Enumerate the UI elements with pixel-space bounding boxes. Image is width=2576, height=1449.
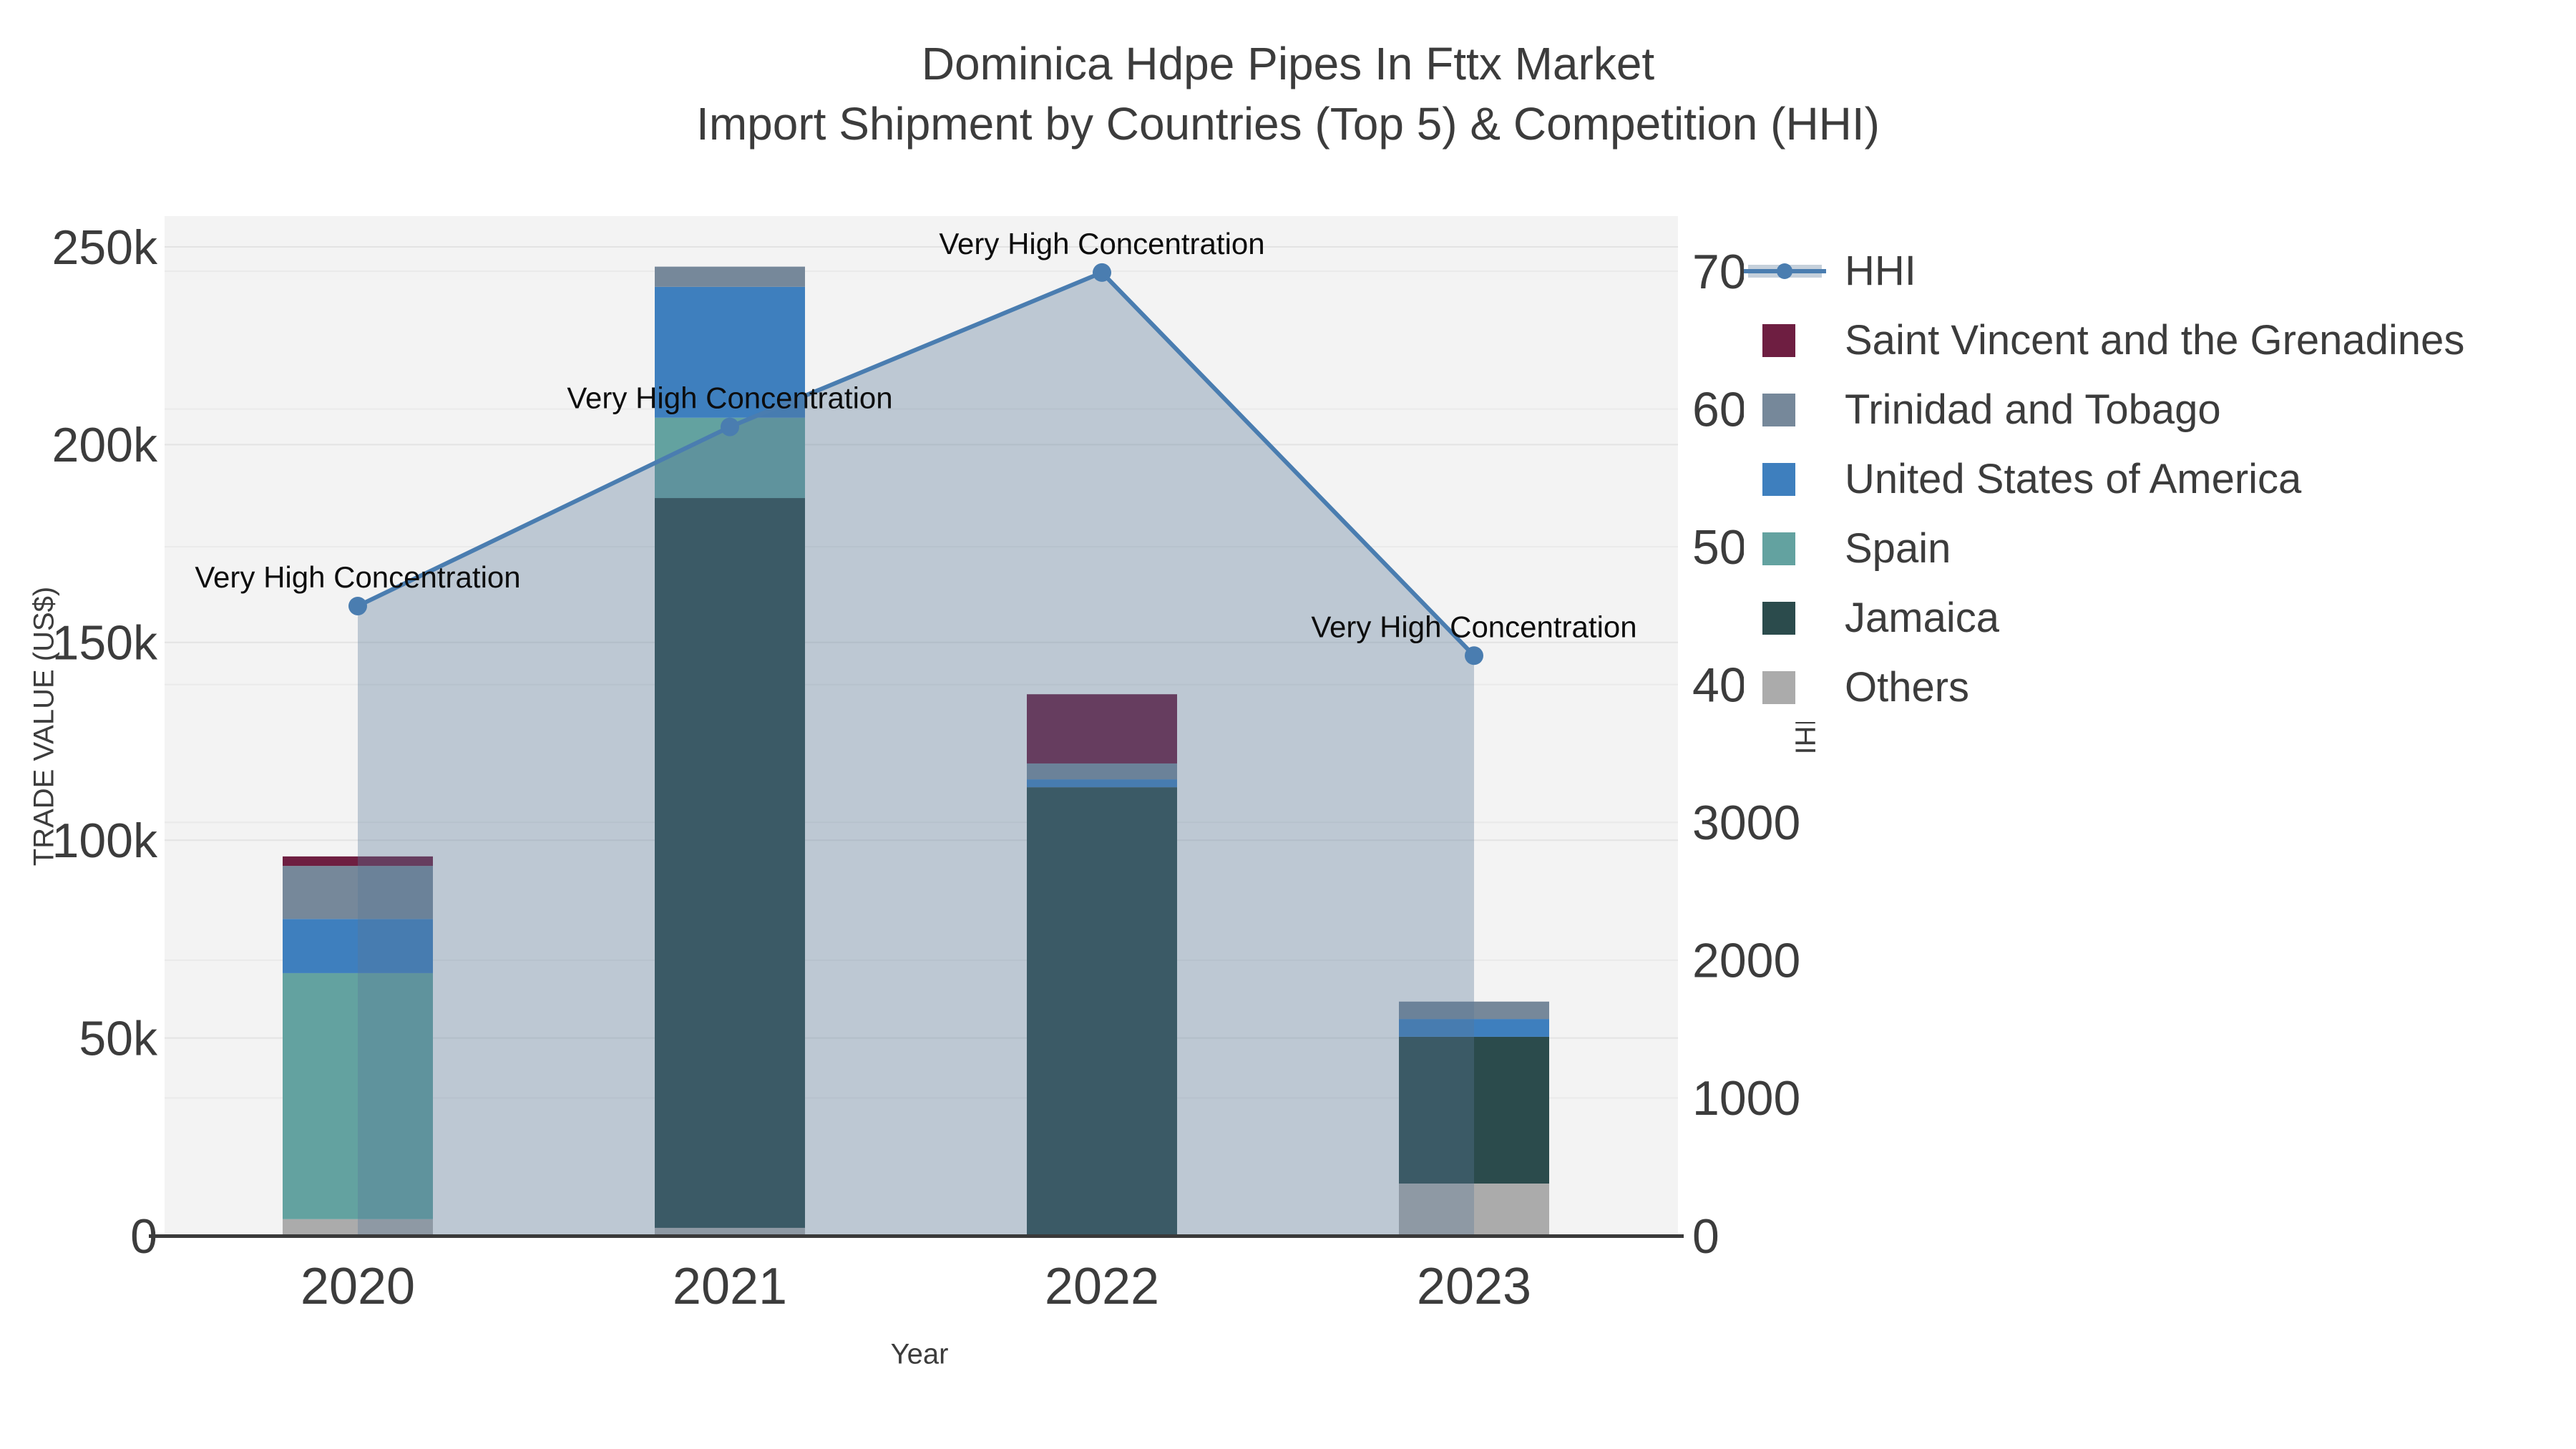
x-axis-title: Year [890,1338,949,1370]
bar-segment-others-2023 [1399,1184,1549,1236]
bar-segment-others-2021 [655,1227,805,1236]
annotation-label: Very High Concentration [567,381,892,415]
hhi-marker-2021 [721,417,739,436]
legend-swatch-icon [1762,462,1795,496]
hhi-marker-2020 [348,596,367,615]
y-left-tick-label: 100k [52,814,158,868]
bar-segment-trinidad-and-tobago-2022 [1027,763,1177,780]
y-right-tick-label: 2000 [1692,934,1800,988]
hhi-marker-2022 [1093,263,1111,282]
legend-item-trinidad-and-tobago: Trinidad and Tobago [1744,375,2576,444]
y-right-tick-label: 3000 [1692,796,1800,850]
bar-segment-jamaica-2023 [1399,1036,1549,1184]
legend-label: HHI [1845,248,1916,294]
bar-segment-spain-2020 [283,972,433,1219]
legend-swatch-icon [1762,393,1795,426]
annotation-label: Very High Concentration [1311,610,1636,643]
hhi-marker-2023 [1465,646,1483,665]
bar-segment-united-states-of-america-2020 [283,919,433,973]
bar-segment-united-states-of-america-2022 [1027,779,1177,788]
chart-title: Dominica Hdpe Pipes In Fttx Market [921,38,1655,89]
legend-swatch-icon [1762,670,1795,704]
y-left-tick-label: 50k [79,1011,158,1065]
hhi-area-fill [358,272,1474,1236]
legend-swatch-icon [1744,670,1826,704]
legend-swatch-icon [1762,601,1795,635]
legend-item-spain: Spain [1744,514,2576,583]
bar-segment-united-states-of-america-2023 [1399,1019,1549,1037]
legend-swatch-icon [1762,323,1795,357]
x-tick-label: 2020 [301,1258,415,1315]
bar-segment-trinidad-and-tobago-2020 [283,866,433,919]
legend-item-jamaica: Jamaica [1744,583,2576,653]
y-right-tick-label: 0 [1692,1209,1719,1264]
bar-segment-others-2020 [283,1219,433,1236]
legend-item-others: Others [1744,653,2576,722]
hhi-line [356,270,1476,658]
bar-segment-united-states-of-america-2021 [655,286,805,418]
bar-segment-trinidad-and-tobago-2023 [1399,1001,1549,1020]
bar-segment-jamaica-2021 [655,498,805,1228]
bar-segment-jamaica-2022 [1027,787,1177,1236]
legend-label: United States of America [1845,456,2302,502]
x-tick-label: 2021 [673,1258,787,1315]
legend-swatch-icon [1762,532,1795,565]
chart-subtitle: Import Shipment by Countries (Top 5) & C… [696,98,1880,150]
annotation-label: Very High Concentration [195,560,520,594]
x-axis-line [149,1234,1684,1238]
y-left-tick-label: 150k [52,616,158,670]
legend-label: Others [1845,664,1970,711]
hhi-line-swatch-icon [1744,255,1826,288]
left-axis-title: TRADE VALUE (US$) [28,586,60,867]
legend-label: Trinidad and Tobago [1845,386,2221,433]
bar-segment-saint-vincent-and-the-grenadines-2020 [283,856,433,867]
annotation-label: Very High Concentration [939,227,1264,260]
legend-item-hhi: HHI [1744,236,2576,306]
y-left-tick-label: 200k [52,418,158,472]
legend-swatch-icon [1744,323,1826,357]
legend-swatch-icon [1744,601,1826,635]
bar-segment-trinidad-and-tobago-2021 [655,266,805,287]
legend-swatch-icon [1744,393,1826,426]
legend-swatch-icon [1744,462,1826,496]
legend-label: Spain [1845,525,1951,572]
legend-label: Jamaica [1845,595,1999,641]
y-left-tick-label: 250k [52,220,158,275]
legend-item-saint-vincent-and-the-grenadines: Saint Vincent and the Grenadines [1744,306,2576,375]
legend-label: Saint Vincent and the Grenadines [1845,317,2465,364]
legend: HHI Saint Vincent and the Grenadines Trini… [1744,236,2576,722]
hhi-line-swatch-icon [1744,263,1826,279]
x-tick-label: 2023 [1417,1258,1531,1315]
legend-item-united-states-of-america: United States of America [1744,444,2576,514]
y-left-tick-label: 0 [130,1209,157,1264]
bar-segment-saint-vincent-and-the-grenadines-2022 [1027,694,1177,763]
legend-swatch-icon [1744,532,1826,565]
y-right-tick-label: 1000 [1692,1071,1800,1126]
x-tick-label: 2022 [1045,1258,1159,1315]
